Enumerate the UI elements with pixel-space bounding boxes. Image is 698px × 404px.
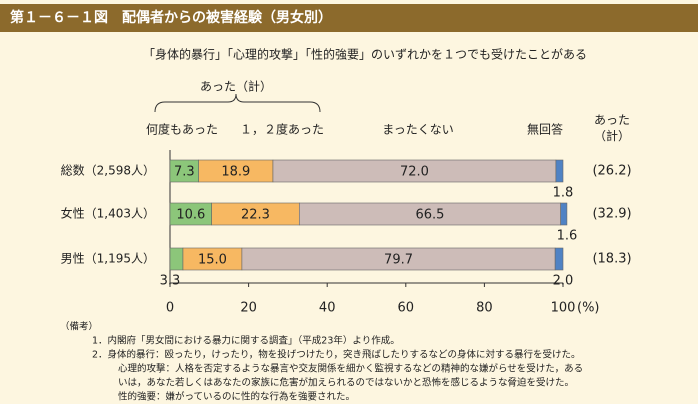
- note: （備考）: [60, 321, 98, 333]
- x-tick-label: 100: [551, 301, 576, 316]
- note: いは，あなた若しくはあなたの家族に危害が加えられるのではないかと恐怖を感じるよう…: [118, 377, 574, 389]
- legend-label: １，２度あった: [240, 122, 324, 137]
- bar-segment: [554, 247, 564, 271]
- value-label: 1.6: [557, 229, 578, 244]
- note: 心理的攻撃：人格を否定するような暴言や交友関係を細かく監視するなどの精神的な嫌が…: [118, 363, 583, 375]
- x-tick-label: 40: [319, 301, 336, 316]
- bar-segment: [555, 159, 564, 183]
- x-unit: (%): [577, 301, 600, 316]
- note: 1．内閣府「男女間における暴力に関する調査」（平成23年）より作成。: [92, 335, 400, 347]
- category-label: 男性（1,195人）: [61, 252, 155, 266]
- value-label: 66.5: [415, 208, 444, 223]
- value-label: 2.0: [553, 274, 574, 289]
- value-label: 79.7: [384, 253, 413, 268]
- x-tick-label: 60: [398, 301, 415, 316]
- value-label: 1.8: [553, 186, 574, 201]
- value-label: 15.0: [198, 253, 227, 268]
- category-label: 女性（1,403人）: [61, 206, 155, 221]
- bar-segment: [560, 202, 568, 226]
- subtitle: 「身体的暴行」「心理的攻撃」「性的強要」のいずれかを１つでも受けたことがある: [143, 47, 587, 62]
- bracket: [154, 93, 321, 113]
- value-label: 72.0: [400, 165, 429, 180]
- note: 性的強要：嫌がっているのに性的な行為を強要された。: [118, 391, 355, 403]
- bracket-label: あった（計）: [200, 79, 272, 94]
- bar-segment: [169, 247, 184, 271]
- total-label: (32.9): [592, 207, 631, 222]
- value-label: 7.3: [174, 165, 195, 180]
- note: 2．身体的暴行：殴ったり，けったり，物を投げつけたり，突き飛ばしたりするなどの身…: [92, 349, 581, 361]
- legend-label: まったくない: [382, 123, 454, 137]
- total-label: (26.2): [592, 164, 631, 179]
- value-label: 10.6: [176, 208, 205, 223]
- x-tick-label: 0: [166, 301, 174, 316]
- x-tick-label: 80: [476, 301, 493, 316]
- value-label: 3.3: [160, 274, 181, 289]
- legend-label: 何度もあった: [146, 122, 218, 137]
- totals-header: あった（計）: [594, 113, 630, 143]
- category-label: 総数（2,598人）: [61, 163, 155, 178]
- value-label: 22.3: [241, 208, 270, 223]
- title: 第１－６－１図 配偶者からの被害経験（男女別）: [10, 9, 332, 26]
- title-bar: [0, 4, 698, 32]
- x-tick-label: 20: [240, 301, 257, 316]
- legend-label: 無回答: [527, 122, 563, 137]
- total-label: (18.3): [592, 252, 631, 267]
- value-label: 18.9: [221, 165, 250, 180]
